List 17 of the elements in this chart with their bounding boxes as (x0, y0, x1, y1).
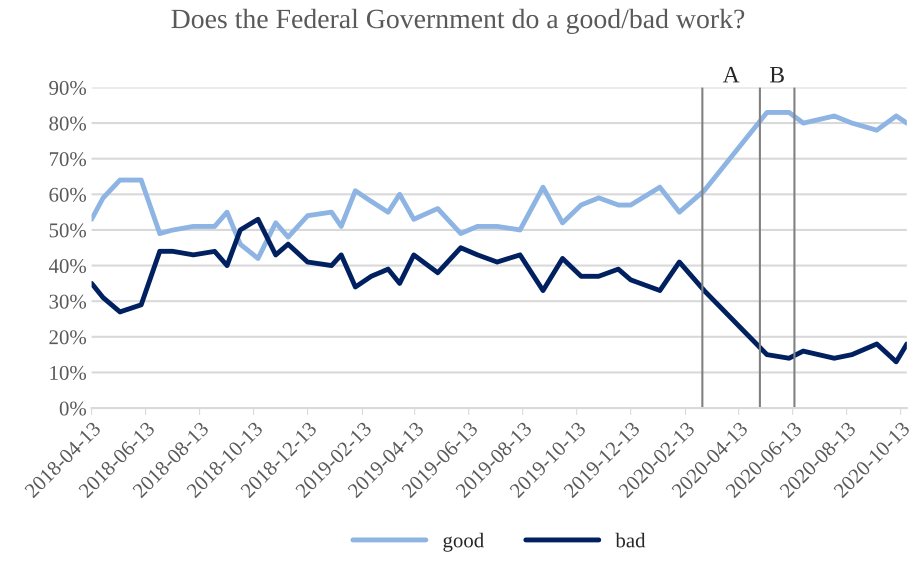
y-tick-label: 20% (49, 330, 86, 344)
legend-label: good (443, 532, 484, 552)
text: A (722, 66, 740, 82)
y-tick-label: 50% (50, 223, 86, 238)
y-tick-label: 90% (49, 80, 86, 95)
y-tick-label: 10% (50, 366, 86, 380)
y-tick-label: 70% (50, 152, 86, 166)
text: B (770, 66, 784, 82)
chart-title: Does the Federal Government do a good/bad work? (171, 8, 744, 34)
line-series (92, 216, 907, 364)
y-tick-label: 30% (50, 294, 86, 309)
line-series (92, 110, 907, 261)
y-tick-label: 80% (49, 116, 86, 131)
y-tick-label: 40% (48, 258, 86, 274)
y-tick-label: 60% (49, 188, 86, 202)
legend-label: bad (615, 532, 646, 548)
y-tick-label: 0% (60, 401, 86, 416)
